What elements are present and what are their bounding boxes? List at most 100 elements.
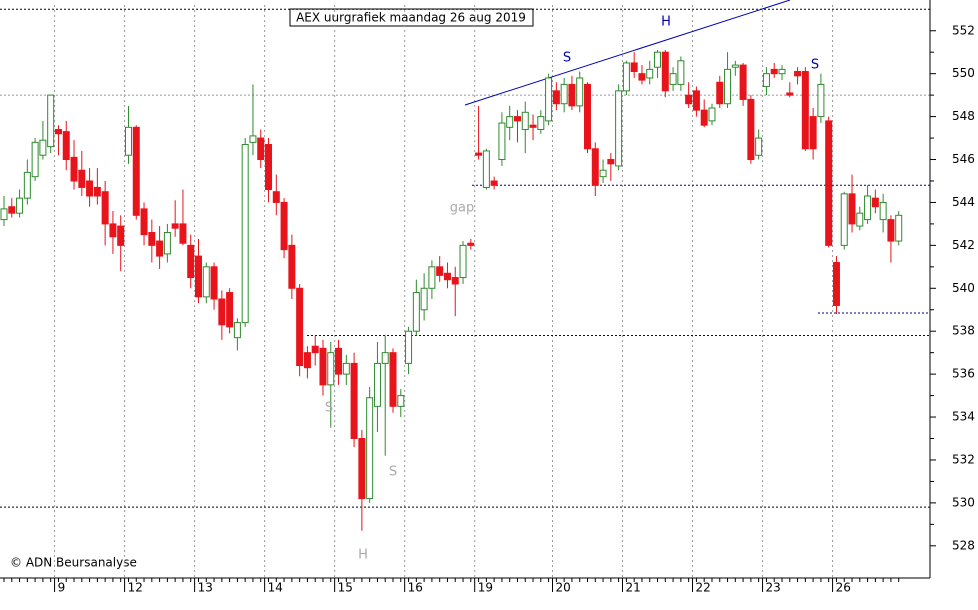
candle-body [54,128,62,135]
trend-line [464,0,791,106]
candle-body [443,272,451,281]
candle-body [576,77,584,107]
y-tick-label: 530 [952,495,975,509]
candle-body [654,51,662,68]
candle-body [366,397,374,500]
candle-body [210,266,218,300]
candle-body [692,90,700,111]
candle-body [47,94,55,148]
x-tick-label: 20 [555,581,570,595]
candle-body [895,214,903,242]
candle-body [381,352,389,364]
candle-body [724,68,732,105]
candle-body [498,122,506,161]
candle-body [864,195,872,221]
candle-body [272,191,280,203]
y-tick-label: 544 [952,195,975,209]
candle-body [8,206,16,214]
candle-body [755,137,763,156]
candle-body [335,347,343,375]
candle-body [23,171,31,199]
candle-body [148,231,156,246]
annotation: S [325,401,333,416]
candle-body [521,111,529,130]
candle-body [195,255,202,298]
candle-body [794,71,802,77]
candle-body [848,193,856,225]
x-tick-label: 13 [198,581,213,595]
candle-body [109,223,117,238]
candle-body [62,131,70,161]
credit: © ADN Beursanalyse [10,556,137,570]
candle-body [840,193,848,246]
candle-body [630,62,638,73]
candle-body [350,362,358,440]
candle-body [879,201,887,221]
candle-body [132,126,140,216]
y-tick-label: 540 [952,281,975,295]
candle-body [677,60,685,85]
candle-body [537,116,545,130]
candle-body [817,83,825,118]
candle-body [552,90,560,105]
candle-body [700,109,708,126]
annotation: S [563,51,571,66]
candle-body [459,244,467,279]
candle-body [171,223,179,229]
candle-body [545,77,553,122]
y-tick-label: 538 [952,324,975,338]
x-tick-label: 26 [836,581,851,595]
candle-body [397,395,405,407]
candle-body [731,64,739,68]
y-tick-label: 528 [952,538,975,552]
candle-body [280,201,288,251]
candle-body [584,83,591,150]
candle-body [233,322,241,339]
candle-body [739,64,747,100]
candle-body [296,287,304,367]
candle-body [622,62,630,92]
candle-body [560,83,568,105]
y-tick-label: 534 [952,410,975,424]
y-tick-label: 546 [952,152,975,166]
y-tick-label: 542 [952,238,975,252]
candle-body [451,277,459,285]
candle-body [373,362,381,407]
candle-body [226,292,234,328]
candle-body [762,73,770,88]
annotation: S [811,58,819,73]
candle-body [249,135,257,143]
annotation: S [389,465,397,480]
candle-body [436,266,444,276]
candle-body [887,219,895,242]
candle-body [685,94,693,105]
candle-body [809,116,817,150]
chart-title: AEX uurgrafiek maandag 26 aug 2019 [296,11,526,25]
candle-body [475,152,483,156]
candle-body [638,73,646,81]
candle-body [187,244,195,279]
candle-body [31,141,39,178]
y-tick-label: 536 [952,367,975,381]
annotation: H [358,548,368,563]
candle-body [568,83,576,107]
candle-body [669,73,677,85]
candle-body [241,143,249,324]
candle-body [163,231,171,255]
candle-body [303,352,311,369]
candle-body [420,287,428,311]
y-tick-label: 550 [952,66,975,80]
candle-body [78,169,86,188]
y-tick-label: 532 [952,452,975,466]
candle-body [856,212,864,227]
candle-body [319,347,327,386]
x-tick-label: 15 [338,581,353,595]
candle-body [607,159,615,165]
candle-body [786,92,794,96]
candle-body [358,438,366,500]
candle-body [16,197,24,214]
candle-body [311,345,319,354]
x-tick-label: 14 [268,581,283,595]
candle-body [389,352,397,407]
